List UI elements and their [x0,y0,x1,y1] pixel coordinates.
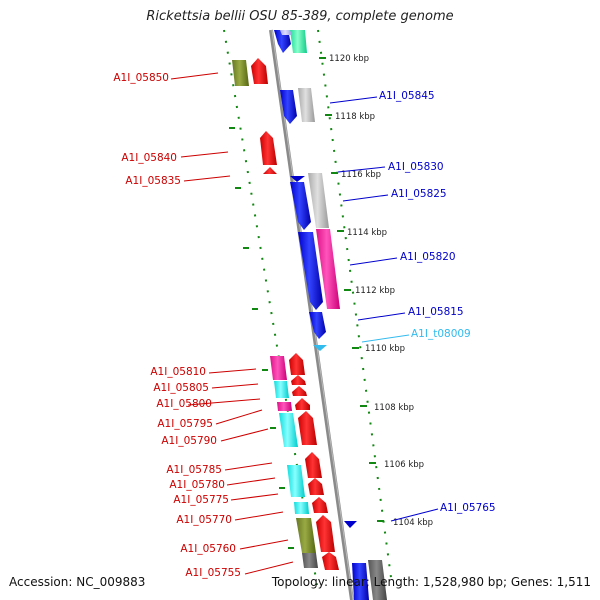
left-leader-lines [170,72,294,575]
gene-forward [232,60,249,86]
kbp-tick: 1118 kbp [335,112,375,122]
gene-label-left: A1I_05760 [180,543,236,555]
gene-label-left: A1I_05790 [161,435,217,447]
gene-forward [279,413,298,447]
gene-label-left: A1I_05795 [157,418,213,430]
accession-text: Accession: NC_009883 [9,575,146,589]
reverse-genes-outer [280,30,387,600]
gene-label-rna: A1I_t08009 [411,328,471,340]
gene-reverse [290,182,311,230]
gene-label-left: A1I_05780 [169,479,225,491]
gene-forward [263,167,277,174]
summary-text: Topology: linear; Length: 1,528,980 bp; … [271,575,591,589]
gene-forward [312,497,328,513]
map-title: Rickettsia bellii OSU 85-389, complete g… [146,9,454,24]
gene-rna [313,345,327,351]
kbp-tick: 1116 kbp [341,170,381,180]
gene-forward [274,381,289,398]
gene-reverse [280,90,297,124]
gene-forward [277,402,292,411]
gene-label-left: A1I_05835 [125,175,181,187]
gene-reverse [308,173,329,228]
gene-label-left: A1I_05805 [153,382,209,394]
gene-reverse [280,30,292,35]
gene-forward [308,478,324,495]
gene-forward [316,515,335,552]
gene-label-left: A1I_05800 [156,398,212,410]
reverse-genes [274,30,369,600]
gene-reverse [368,560,387,600]
right-leader-lines [329,96,439,522]
gene-reverse [352,563,369,600]
gene-label-left: A1I_05840 [121,152,177,164]
gene-label-left: A1I_05850 [113,72,169,84]
gene-forward [287,465,305,497]
gene-label-right: A1I_05765 [440,502,496,514]
gene-reverse [344,521,357,528]
ticks-right [319,57,384,522]
gene-forward [260,131,277,165]
gene-label-right: A1I_05830 [388,161,444,173]
gene-label-right: A1I_05825 [391,188,447,200]
kbp-tick: 1104 kbp [393,518,433,528]
gene-forward [322,552,339,570]
gene-forward [289,353,305,375]
gene-forward [302,553,318,568]
gene-forward [296,518,316,553]
gene-reverse [298,232,323,310]
kbp-tick: 1114 kbp [347,228,387,238]
forward-genes [232,58,339,570]
gene-label-right: A1I_05815 [408,306,464,318]
kbp-tick-labels: 1120 kbp 1118 kbp 1116 kbp 1114 kbp 1112… [329,54,433,528]
gene-forward [294,502,309,514]
left-gene-labels: A1I_05850 A1I_05840 A1I_05835 A1I_05810 … [113,72,241,579]
gene-label-right: A1I_05845 [379,90,435,102]
gene-label-left: A1I_05810 [150,366,206,378]
kbp-tick: 1108 kbp [374,403,414,413]
gene-reverse [309,312,326,339]
gene-forward [305,452,322,478]
gene-reverse [290,176,305,182]
gene-forward [298,411,317,445]
gene-reverse [298,88,315,122]
gene-label-left: A1I_05770 [176,514,232,526]
gene-label-right: A1I_05820 [400,251,456,263]
gene-reverse [316,229,340,309]
gene-forward [291,375,306,385]
gene-label-left: A1I_05755 [185,567,241,579]
kbp-tick: 1110 kbp [365,344,405,354]
gene-forward [292,386,307,396]
kbp-tick: 1106 kbp [384,460,424,470]
right-gene-labels: A1I_05845 A1I_05830 A1I_05825 A1I_05820 … [379,90,496,514]
gene-forward [295,398,310,410]
gene-reverse [290,30,307,53]
kbp-tick: 1112 kbp [355,286,395,296]
gene-reverse [274,30,291,53]
gene-label-left: A1I_05775 [173,494,229,506]
rna-leader-line [361,334,410,343]
gene-label-left: A1I_05785 [166,464,222,476]
gene-forward [270,356,287,380]
gene-forward [251,58,268,84]
kbp-tick: 1120 kbp [329,54,369,64]
